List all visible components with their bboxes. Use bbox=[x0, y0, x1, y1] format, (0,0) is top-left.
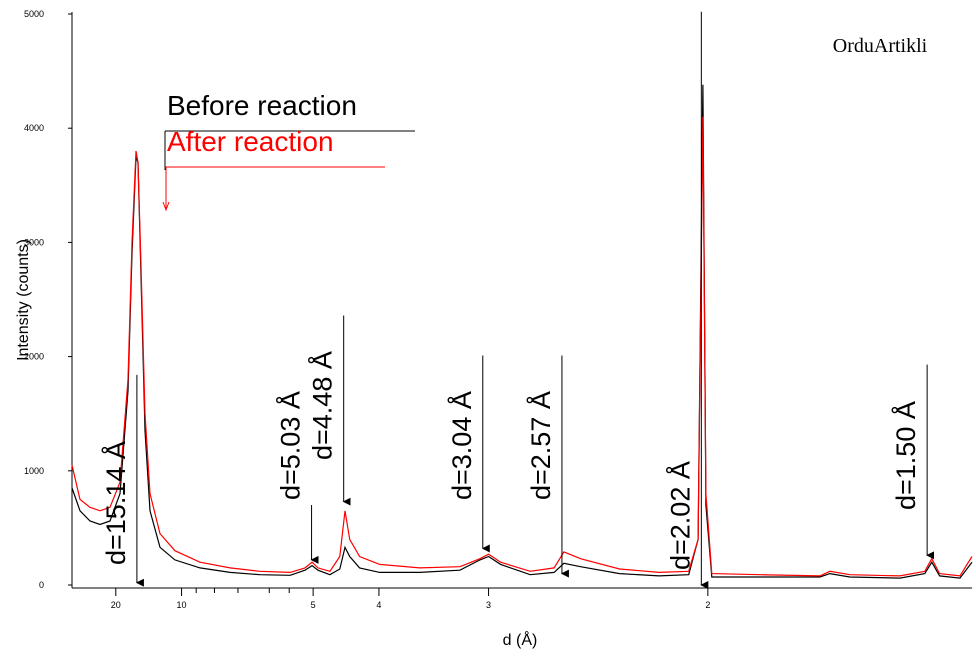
x-axis-label: d (Å) bbox=[503, 630, 538, 649]
x-tick-label: 20 bbox=[111, 600, 121, 610]
annotation-label: d=4.48 Å bbox=[307, 351, 338, 460]
y-tick-label: 3000 bbox=[24, 237, 44, 247]
legend-label: After reaction bbox=[167, 126, 334, 157]
annotation-label: d=15.14 Å bbox=[100, 441, 131, 565]
y-tick-label: 2000 bbox=[24, 352, 44, 362]
x-tick-label: 5 bbox=[311, 600, 316, 610]
x-tick-label: 10 bbox=[177, 600, 187, 610]
annotation-label: d=3.04 Å bbox=[446, 391, 477, 500]
watermark: OrduArtikli bbox=[833, 35, 928, 57]
legend-arrow-head bbox=[162, 201, 170, 212]
x-tick-label: 2 bbox=[705, 600, 710, 610]
y-tick-label: 4000 bbox=[24, 123, 44, 133]
x-tick-label: 4 bbox=[376, 600, 381, 610]
legend: Before reaction After reaction bbox=[167, 90, 357, 157]
series-line bbox=[71, 116, 973, 577]
legend-decoration bbox=[162, 130, 415, 212]
annotation-label: d=1.50 Å bbox=[890, 401, 921, 510]
annotation-label: d=5.03 Å bbox=[275, 391, 306, 500]
y-tick-label: 5000 bbox=[24, 9, 44, 19]
annotation-label: d=2.02 Å bbox=[664, 461, 695, 570]
annotation-label: d=2.57 Å bbox=[525, 391, 556, 500]
y-tick-label: 0 bbox=[39, 580, 44, 590]
legend-label: Before reaction bbox=[167, 90, 357, 121]
y-axis-label: Intensity (counts) bbox=[15, 239, 32, 361]
y-tick-label: 1000 bbox=[24, 466, 44, 476]
x-tick-label: 3 bbox=[486, 600, 491, 610]
